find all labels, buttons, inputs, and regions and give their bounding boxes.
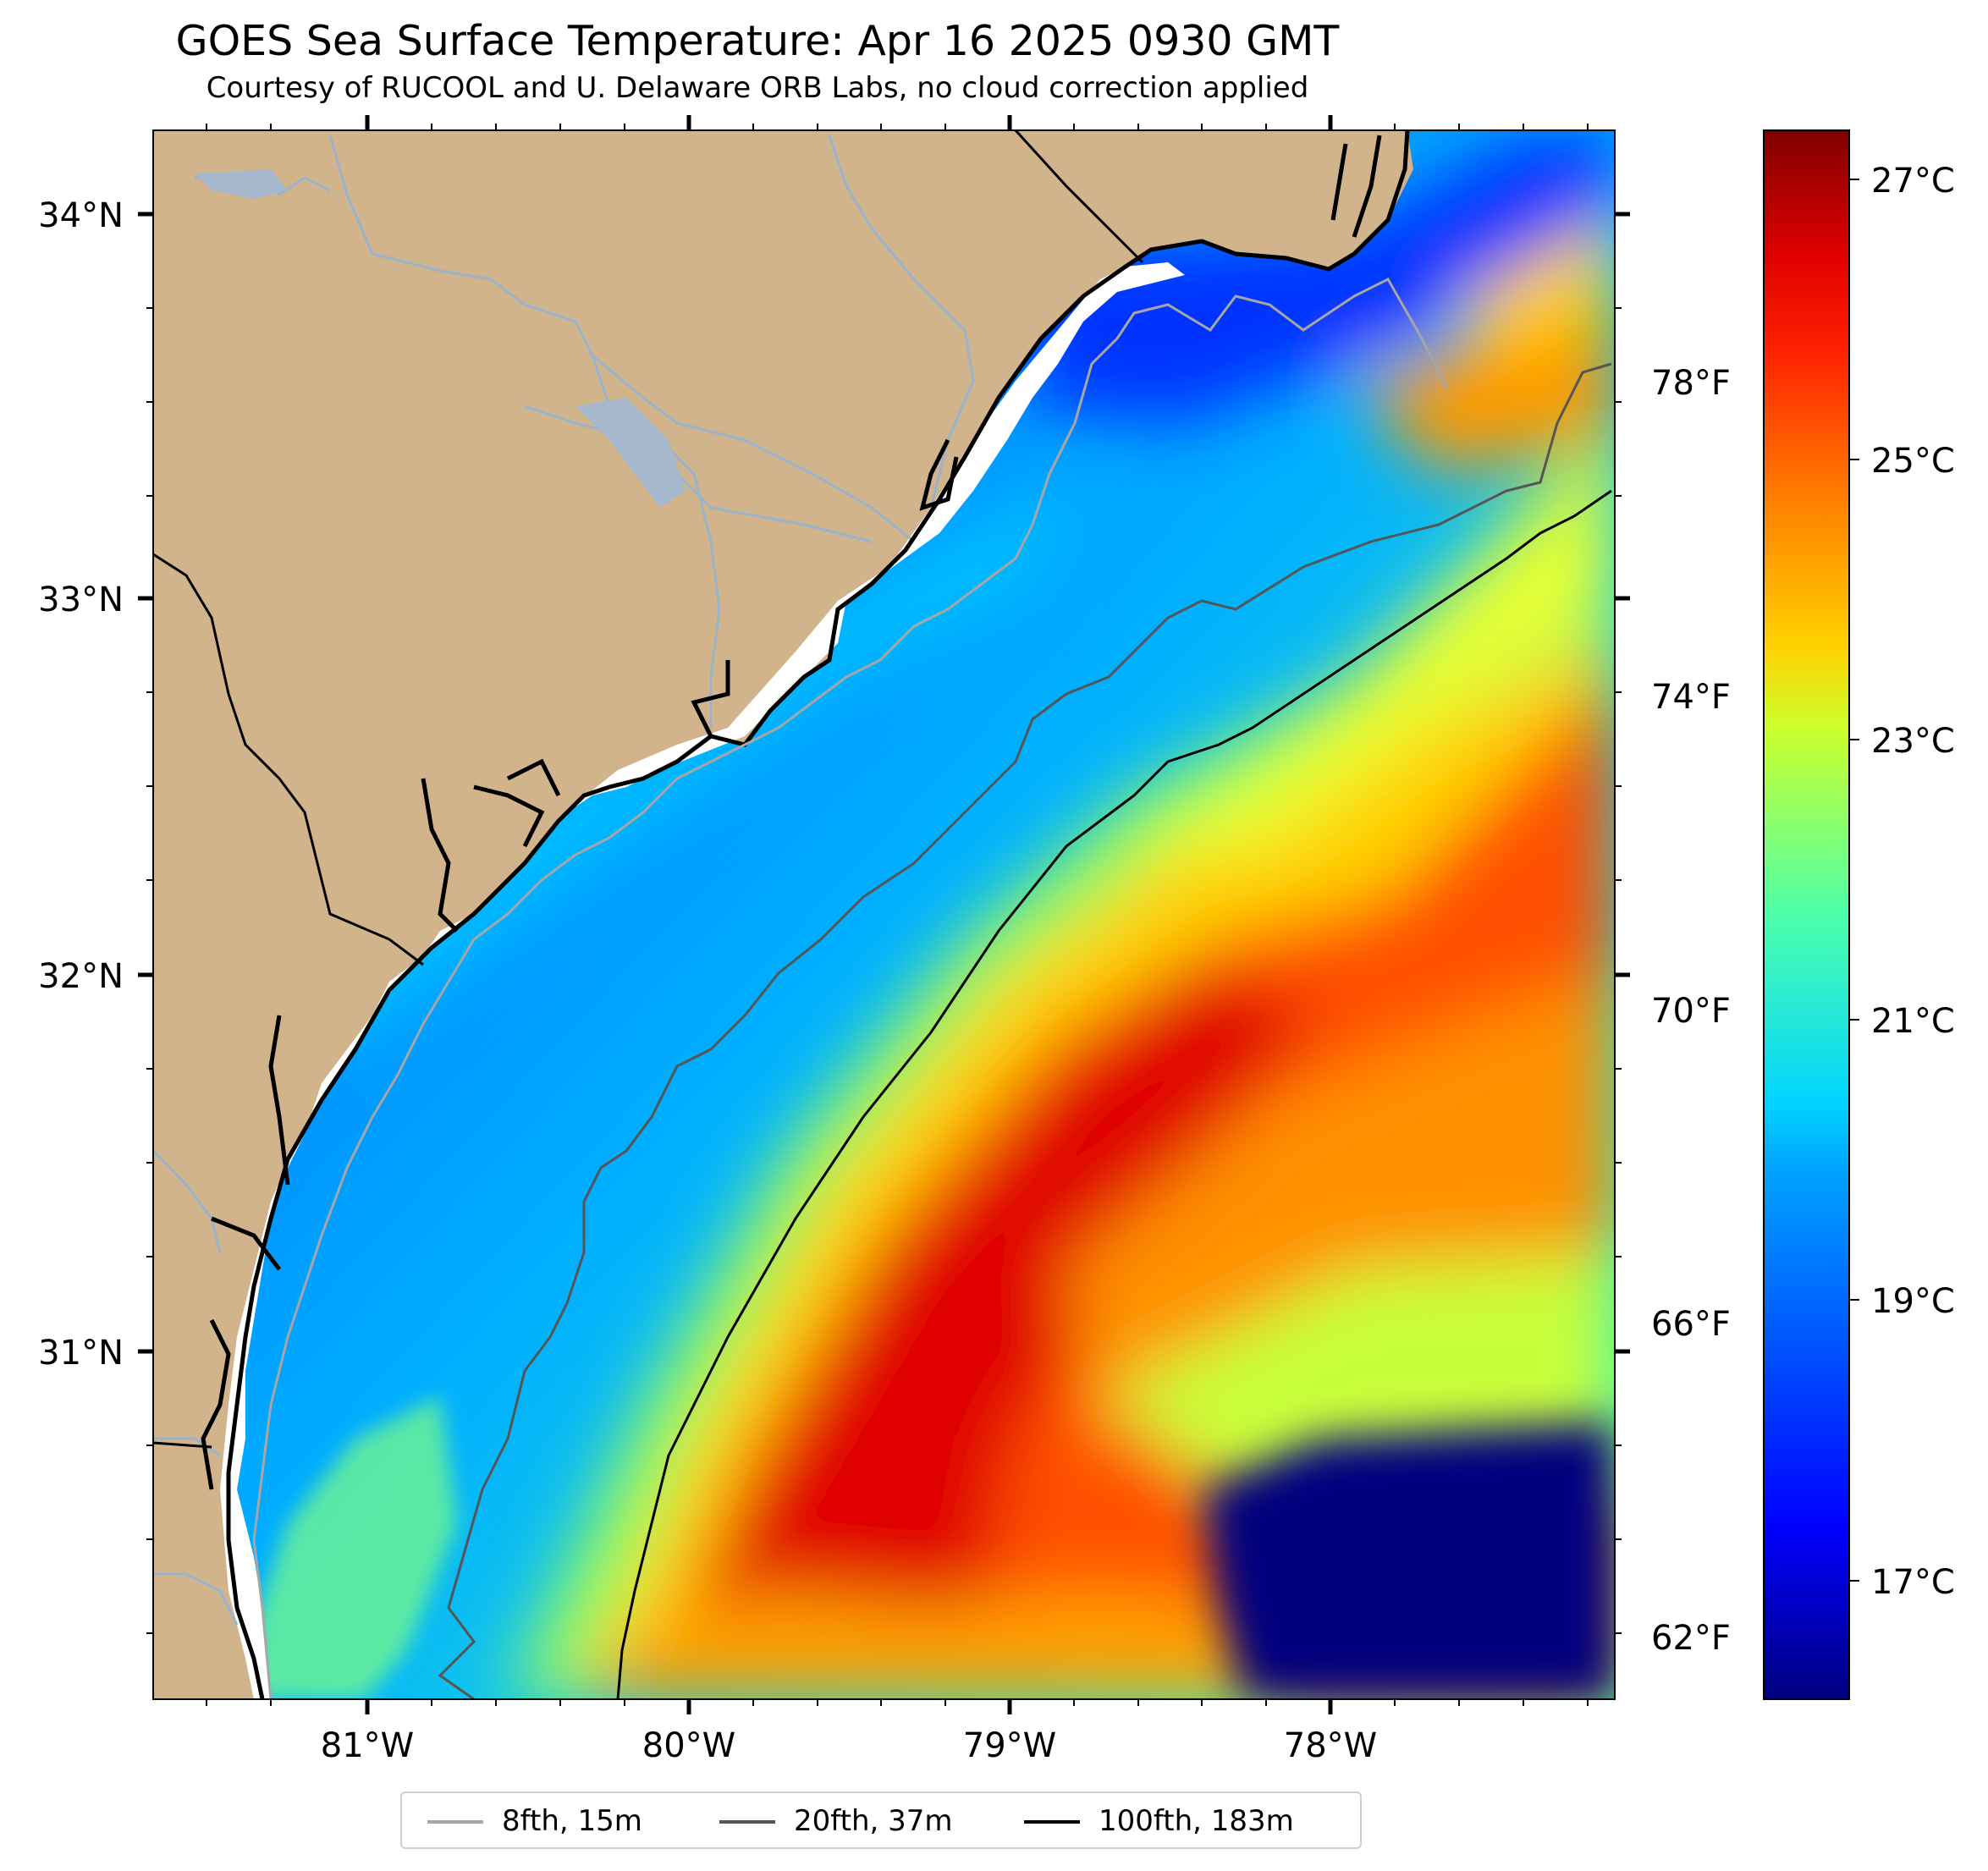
map-subtitle: Courtesy of RUCOOL and U. Delaware ORB L… [206,71,1309,105]
lakes [195,169,686,508]
colorbar-label: 27°C [1871,162,1955,201]
colorbar-ticks [1849,179,1859,1582]
fahrenheit-label: 62°F [1651,1619,1731,1658]
fahrenheit-labels: 78°F 74°F 70°F 66°F 62°F [1651,364,1731,1658]
legend-label: 100fth, 183m [1099,1804,1294,1838]
map-title: GOES Sea Surface Temperature: Apr 16 202… [175,17,1340,65]
colorbar-frame [1763,129,1850,1700]
lon-label: 80°W [642,1726,735,1765]
fahrenheit-label: 70°F [1651,992,1731,1031]
coastal-nearshore [254,1396,457,1699]
legend-swatch [1024,1820,1080,1824]
legend-swatch [427,1820,483,1824]
lon-label: 78°W [1284,1726,1377,1765]
map-plot-area [153,130,1615,1699]
colorbar-label: 21°C [1871,1002,1955,1041]
map-frame [152,129,1616,1700]
colorbar-gradient [1764,130,1849,1699]
lon-label: 79°W [963,1726,1056,1765]
longitude-labels: 81°W 80°W 79°W 78°W [321,1726,1377,1765]
legend-swatch [719,1820,775,1824]
fahrenheit-label: 78°F [1651,364,1731,403]
isobath-37m [438,362,1612,1699]
cold-eddy [1202,1422,1615,1699]
isobath-15m [252,278,1449,1699]
lat-label: 31°N [38,1334,124,1373]
latitude-labels: 34°N 33°N 32°N 31°N [38,196,124,1373]
major-ticks [138,115,1630,1714]
lon-label: 81°W [321,1726,414,1765]
colorbar: 27°C 25°C 23°C 21°C 19°C 17°C [1763,129,1955,1700]
coastline [201,130,1410,1699]
lat-label: 33°N [38,581,124,619]
colorbar-label: 25°C [1871,442,1955,481]
legend-label: 8fth, 15m [502,1804,642,1838]
minor-ticks [146,124,1622,1706]
isobath-183m [616,489,1612,1699]
fahrenheit-label: 66°F [1651,1305,1731,1344]
colorbar-label: 17°C [1871,1563,1955,1602]
state-borders [153,130,1144,1449]
bathymetry-contours [252,278,1612,1699]
contour-legend: 8fth, 15m 20fth, 37m 100fth, 183m [400,1791,1362,1849]
colorbar-label: 19°C [1871,1282,1955,1321]
land-mass [153,130,1413,1699]
fahrenheit-label: 74°F [1651,678,1731,717]
lat-label: 32°N [38,957,124,996]
rivers [153,135,975,1626]
legend-label: 20fth, 37m [794,1804,953,1838]
colorbar-label: 23°C [1871,722,1955,761]
lat-label: 34°N [38,196,124,235]
